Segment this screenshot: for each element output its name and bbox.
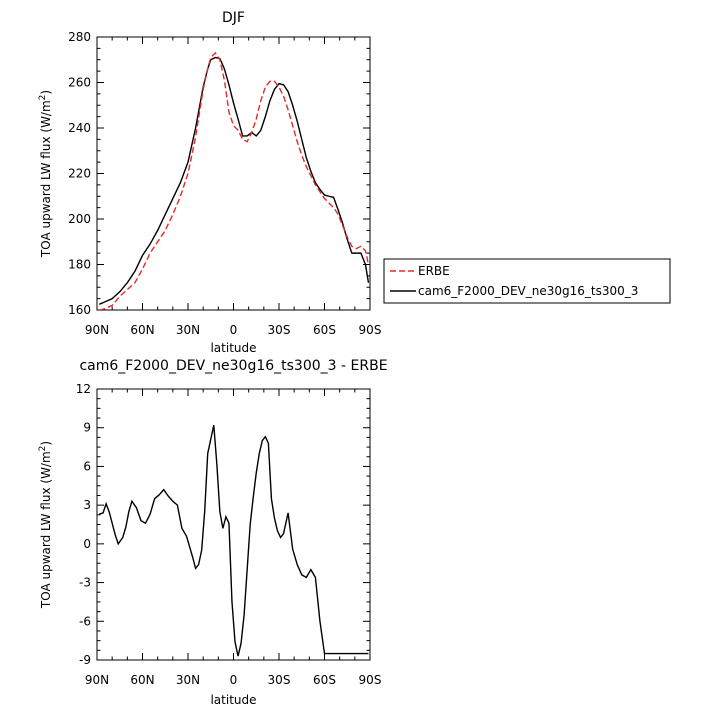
x-axis-label: latitude — [210, 341, 256, 355]
y-tick-label: 220 — [68, 167, 91, 181]
x-tick-label: 60S — [313, 323, 336, 337]
series-line-erbe — [99, 51, 370, 310]
legend: ERBE cam6_F2000_DEV_ne30g16_ts300_3 — [383, 258, 671, 304]
chart-title: cam6_F2000_DEV_ne30g16_ts300_3 - ERBE — [79, 358, 387, 374]
y-axis-label-text: TOA upward LW flux (W/m — [39, 100, 53, 258]
series-line-difference — [99, 424, 369, 657]
y-axis-label-close: ) — [39, 90, 53, 95]
legend-box — [383, 258, 671, 304]
y-tick-label: 160 — [68, 303, 91, 317]
y-tick-label: 180 — [68, 258, 91, 272]
x-tick-label: 0 — [230, 673, 238, 687]
y-tick-label: 3 — [83, 498, 91, 512]
y-tick-label: 9 — [83, 421, 91, 435]
y-axis-label-superscript: 2 — [38, 446, 48, 452]
x-axis-label: latitude — [210, 693, 256, 707]
y-tick-label: -6 — [79, 614, 91, 628]
chart-panel-2: cam6_F2000_DEV_ne30g16_ts300_3 - ERBE 90N… — [38, 358, 388, 707]
y-tick-label: 280 — [68, 30, 91, 44]
y-tick-label: 0 — [83, 537, 91, 551]
x-tick-label: 30N — [176, 673, 200, 687]
y-axis-label: TOA upward LW flux (W/m2) — [38, 90, 53, 258]
y-axis-label-text: TOA upward LW flux (W/m — [39, 451, 53, 609]
x-tick-label: 90S — [359, 673, 382, 687]
x-tick-label: 30S — [268, 323, 291, 337]
y-tick-label: 240 — [68, 121, 91, 135]
y-tick-label: -9 — [79, 653, 91, 667]
x-tick-label: 60N — [130, 323, 154, 337]
y-tick-label: 6 — [83, 459, 91, 473]
chart-title: DJF — [222, 10, 245, 26]
legend-label: cam6_F2000_DEV_ne30g16_ts300_3 — [418, 284, 638, 298]
x-tick-label: 0 — [230, 323, 238, 337]
chart-panel-1: DJF 90N 60N 30N 0 30S 60S 90S 160 180 200 220 240 260… — [38, 10, 671, 355]
x-tick-label: 90N — [85, 673, 109, 687]
x-tick-label: 60S — [313, 673, 336, 687]
x-tick-label: 30N — [176, 323, 200, 337]
y-tick-label: 260 — [68, 76, 91, 90]
plot-frame — [96, 36, 371, 311]
y-tick-label: -3 — [79, 576, 91, 590]
y-tick-label: 200 — [68, 212, 91, 226]
y-tick-label: 12 — [76, 382, 91, 396]
x-tick-label: 30S — [268, 673, 291, 687]
y-axis-label: TOA upward LW flux (W/m2) — [38, 441, 53, 609]
legend-label: ERBE — [418, 264, 450, 278]
y-axis-label-superscript: 2 — [38, 95, 48, 101]
y-axis-label-close: ) — [39, 441, 53, 446]
series-line-cam6-f2000-dev-ne30g16-ts300-3 — [99, 56, 370, 305]
x-tick-label: 90S — [359, 323, 382, 337]
x-tick-label: 60N — [130, 673, 154, 687]
x-tick-label: 90N — [85, 323, 109, 337]
